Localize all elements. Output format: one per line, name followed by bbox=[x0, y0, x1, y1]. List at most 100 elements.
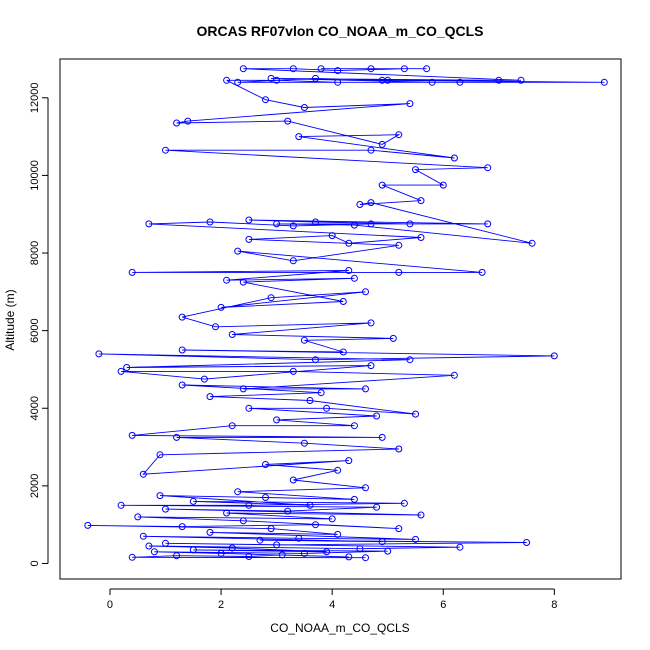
x-tick-label: 4 bbox=[329, 599, 335, 611]
x-tick-label: 0 bbox=[107, 599, 113, 611]
data-point bbox=[456, 543, 464, 551]
data-point bbox=[345, 553, 353, 561]
data-point bbox=[306, 501, 314, 509]
data-point bbox=[300, 439, 308, 447]
data-point bbox=[400, 65, 408, 73]
data-point bbox=[228, 544, 236, 552]
x-tick-label: 6 bbox=[440, 599, 446, 611]
data-point bbox=[300, 104, 308, 111]
data-point bbox=[378, 181, 386, 189]
data-point bbox=[362, 385, 369, 393]
data-point bbox=[267, 525, 275, 533]
data-point bbox=[334, 67, 342, 75]
data-point bbox=[523, 539, 531, 546]
data-point bbox=[189, 497, 197, 505]
data-point bbox=[306, 397, 314, 404]
data-point bbox=[128, 431, 136, 439]
data-point bbox=[217, 303, 225, 311]
data-point bbox=[317, 65, 325, 73]
data-point bbox=[300, 336, 308, 344]
data-point bbox=[200, 375, 208, 383]
data-point bbox=[206, 528, 214, 536]
chart-title: ORCAS RF07vlon CO_NOAA_m_CO_QCLS bbox=[196, 23, 483, 39]
data-point bbox=[284, 507, 292, 515]
data-point bbox=[378, 433, 386, 441]
data-point bbox=[245, 404, 253, 412]
data-point bbox=[350, 495, 358, 503]
data-point bbox=[173, 119, 181, 127]
data-point bbox=[239, 278, 247, 286]
data-point bbox=[450, 154, 458, 162]
plot-frame bbox=[59, 58, 622, 580]
data-point bbox=[406, 100, 414, 108]
data-point bbox=[273, 416, 281, 424]
data-point bbox=[373, 503, 381, 511]
data-point bbox=[378, 140, 386, 148]
data-point bbox=[484, 164, 492, 172]
data-point bbox=[400, 499, 408, 507]
data-point bbox=[223, 76, 231, 84]
y-tick-label: 2000 bbox=[29, 474, 41, 498]
data-point bbox=[384, 547, 392, 555]
data-point bbox=[367, 199, 375, 207]
data-point bbox=[223, 509, 231, 517]
data-point bbox=[245, 235, 253, 243]
data-point bbox=[234, 78, 242, 86]
data-point bbox=[550, 352, 558, 360]
data-point bbox=[289, 65, 297, 73]
y-tick-label: 12000 bbox=[29, 83, 41, 114]
data-point bbox=[350, 221, 358, 229]
data-point bbox=[339, 298, 347, 305]
data-point bbox=[395, 131, 403, 139]
data-point bbox=[412, 535, 419, 543]
data-point bbox=[312, 74, 319, 82]
data-point bbox=[367, 362, 375, 370]
data-point bbox=[212, 323, 219, 331]
data-point bbox=[117, 367, 125, 375]
data-point bbox=[289, 367, 297, 375]
data-point bbox=[239, 517, 247, 525]
data-point bbox=[345, 239, 353, 247]
data-point bbox=[289, 257, 297, 265]
data-point bbox=[156, 451, 164, 459]
data-point bbox=[295, 133, 303, 141]
x-tick-label: 8 bbox=[551, 599, 557, 611]
data-point bbox=[262, 96, 269, 104]
data-point bbox=[139, 532, 147, 540]
data-point bbox=[412, 166, 419, 174]
data-point bbox=[245, 501, 253, 509]
data-point bbox=[367, 220, 375, 228]
data-point bbox=[423, 65, 431, 73]
data-point bbox=[206, 218, 214, 226]
y-tick-label: 4000 bbox=[29, 396, 41, 420]
data-point bbox=[323, 404, 331, 412]
data-point bbox=[484, 220, 492, 228]
data-point bbox=[145, 542, 153, 550]
data-point bbox=[450, 371, 458, 379]
data-point bbox=[428, 78, 436, 86]
data-point bbox=[278, 551, 286, 559]
data-point bbox=[139, 470, 147, 478]
y-tick-label: 0 bbox=[29, 560, 41, 566]
data-point bbox=[95, 350, 103, 358]
data-point bbox=[317, 389, 325, 397]
data-point bbox=[439, 181, 447, 189]
data-point bbox=[156, 492, 164, 500]
data-point bbox=[356, 201, 364, 208]
data-point bbox=[123, 364, 131, 371]
x-tick-label: 2 bbox=[218, 599, 224, 611]
x-axis-label: CO_NOAA_m_CO_QCLS bbox=[270, 621, 409, 635]
data-point bbox=[339, 348, 347, 356]
data-point bbox=[367, 146, 375, 154]
data-point bbox=[312, 356, 319, 364]
data-point bbox=[234, 247, 242, 255]
data-point bbox=[173, 552, 181, 560]
data-point bbox=[395, 525, 403, 533]
data-point bbox=[289, 222, 297, 230]
data-point bbox=[267, 74, 275, 82]
data-point bbox=[373, 412, 381, 420]
data-point bbox=[262, 494, 269, 501]
data-point bbox=[289, 476, 297, 484]
x-axis: 0 2 4 6 8 bbox=[107, 588, 557, 611]
data-point bbox=[245, 216, 253, 224]
